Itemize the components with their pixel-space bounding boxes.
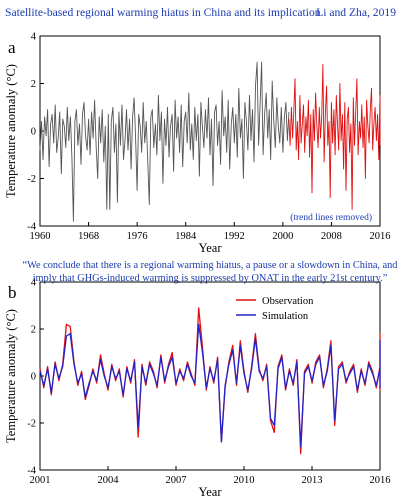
x-tick-label: 2013 — [302, 475, 323, 486]
series-2001-2016-line — [288, 64, 381, 210]
panel-a-x-ticks: 1960 1968 1976 1984 1992 2000 2008 2016 — [30, 222, 391, 242]
panel-a-y-ticks: -4 -2 0 2 4 — [27, 32, 44, 233]
legend-simulation-label: Simulation — [262, 311, 309, 322]
panel-a-xlabel: Year — [198, 241, 222, 255]
x-tick-label: 1984 — [175, 231, 197, 242]
panel-a-letter: a — [8, 38, 16, 57]
x-tick-label: 2007 — [166, 475, 187, 486]
panel-b-y-ticks: -4 -2 0 2 4 — [27, 278, 44, 477]
panel-b-letter: b — [8, 283, 17, 302]
y-tick-label: 4 — [31, 278, 37, 289]
panel-a-ylabel: Temperature anomaly (°C) — [4, 64, 18, 198]
panel-b-series — [39, 307, 381, 455]
panel-a: a -4 -2 0 2 4 1960 1968 1976 1984 1992 2000 2008 20… — [4, 32, 391, 256]
legend-observation-label: Observation — [262, 296, 314, 307]
figure-title: Satellite-based regional warming hiatus … — [5, 6, 321, 19]
x-tick-label: 2016 — [370, 231, 391, 242]
panel-b-ylabel: Temperature anomaly (°C) — [4, 309, 18, 443]
x-tick-label: 1992 — [224, 231, 245, 242]
figure-authors: Li and Zha, 2019 — [316, 6, 396, 19]
x-tick-label: 2016 — [370, 475, 391, 486]
panel-b-xlabel: Year — [198, 485, 222, 499]
observation-line — [39, 307, 381, 455]
page-header: Satellite-based regional warming hiatus … — [0, 0, 405, 24]
quote-line-2: imply that GHGs-induced warming is suppr… — [33, 273, 388, 284]
panel-b-legend: Observation Simulation — [236, 296, 314, 322]
trend-note: (trend lines removed) — [290, 212, 372, 223]
y-tick-label: -2 — [27, 174, 36, 185]
x-tick-label: 1968 — [78, 231, 99, 242]
simulation-line — [39, 323, 381, 448]
x-tick-label: 2008 — [321, 231, 342, 242]
quote-line-1: “We conclude that there is a regional wa… — [23, 260, 399, 271]
x-tick-label: 2001 — [30, 475, 51, 486]
y-tick-label: -4 — [27, 222, 36, 233]
x-tick-label: 2004 — [98, 475, 120, 486]
y-tick-label: 0 — [31, 372, 36, 383]
series-1960-2000-line — [39, 61, 290, 222]
y-tick-label: 2 — [31, 325, 36, 336]
y-tick-label: 4 — [31, 32, 37, 43]
y-tick-label: -4 — [27, 466, 36, 477]
x-tick-label: 2000 — [272, 231, 293, 242]
panel-b: b -4 -2 0 2 4 2001 2004 2007 2010 2013 2016 Obser… — [4, 278, 391, 500]
x-tick-label: 1976 — [127, 231, 148, 242]
y-tick-label: -2 — [27, 419, 36, 430]
x-tick-label: 1960 — [30, 231, 51, 242]
panel-a-series — [39, 61, 381, 222]
panel-b-x-ticks: 2001 2004 2007 2010 2013 2016 — [30, 466, 391, 486]
y-tick-label: 0 — [31, 127, 36, 138]
y-tick-label: 2 — [31, 79, 36, 90]
x-tick-label: 2010 — [234, 475, 255, 486]
